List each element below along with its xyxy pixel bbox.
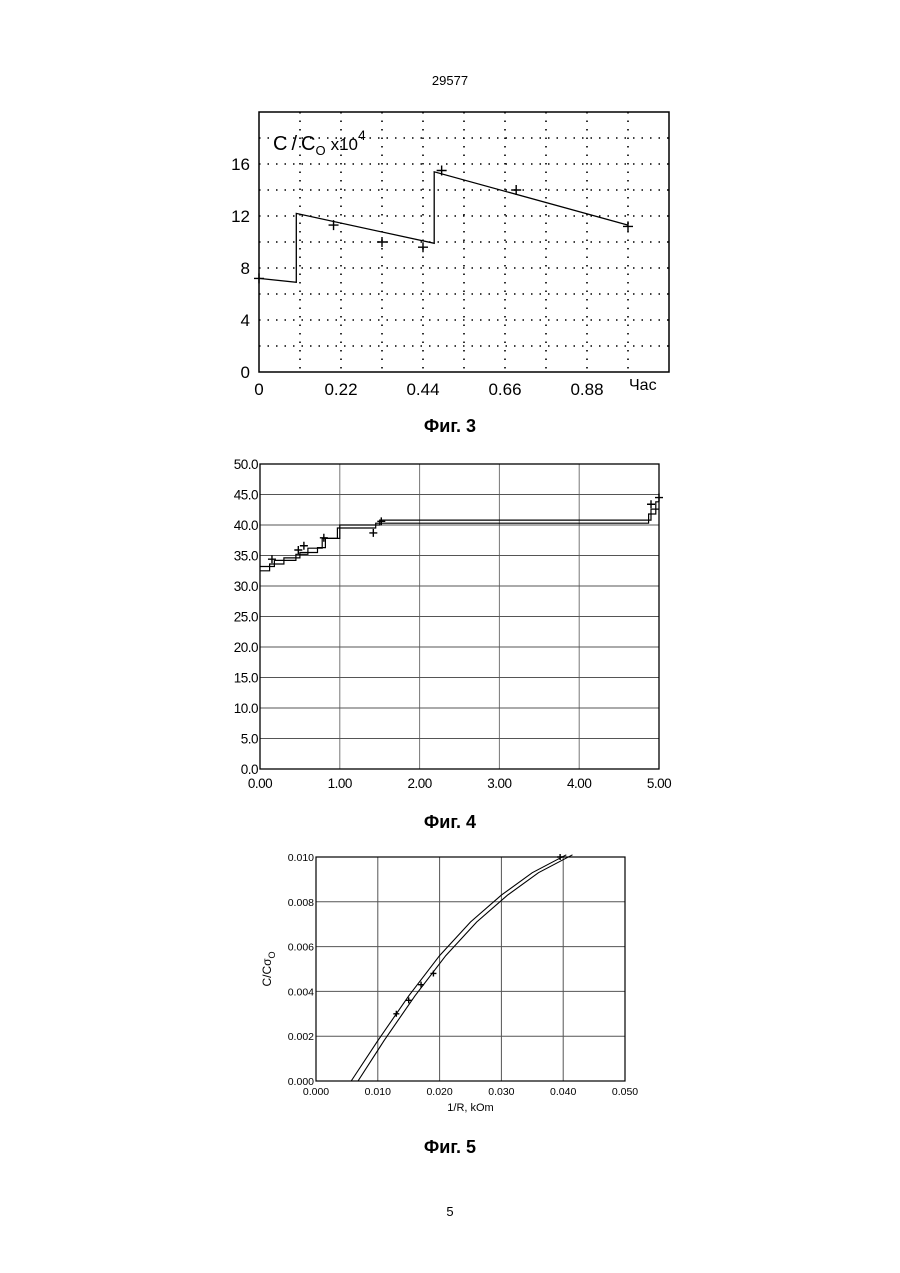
series-line-0 (351, 855, 566, 1081)
y-axis-label: C/CσO (260, 951, 277, 986)
series-line-1 (358, 855, 573, 1081)
x-tick-label: 0.030 (488, 1086, 514, 1098)
y-tick-label: 0.002 (288, 1031, 314, 1043)
y-tick-label: 0.008 (288, 897, 314, 909)
data-point-marker (430, 970, 436, 976)
plot-frame (316, 857, 625, 1081)
x-tick-label: 0.010 (365, 1086, 391, 1098)
figure-5-caption: Фиг. 5 (0, 1137, 900, 1158)
page-number: 5 (0, 1204, 900, 1219)
x-tick-label: 0.050 (612, 1086, 638, 1098)
y-tick-label: 0.010 (288, 852, 314, 864)
y-tick-label: 0.000 (288, 1076, 314, 1088)
figure-5-chart: 0.0000.0100.0200.0300.0400.0500.0000.002… (0, 0, 900, 1130)
x-tick-label: 0.040 (550, 1086, 576, 1098)
x-tick-label: 0.020 (426, 1086, 452, 1098)
y-tick-label: 0.004 (288, 986, 314, 998)
x-axis-label: 1/R, kOm (447, 1102, 493, 1114)
y-tick-label: 0.006 (288, 942, 314, 954)
